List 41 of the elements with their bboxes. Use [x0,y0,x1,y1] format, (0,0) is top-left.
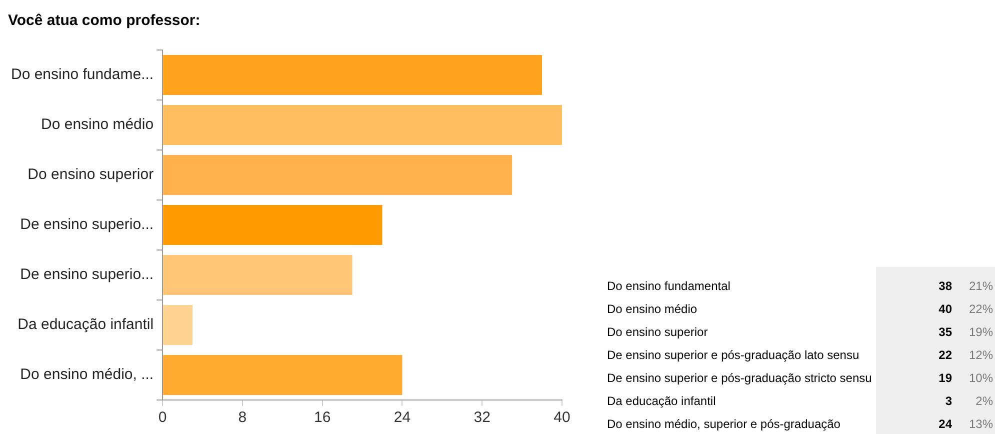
bar [163,255,352,295]
y-tick-label: Do ensino fundame... [10,66,154,84]
bar [163,105,562,145]
text: Do ensino superior [607,325,708,339]
y-tick-label: Da educação infantil [18,316,154,334]
text: 10% [968,371,993,385]
text: Da educação infantil [607,394,716,408]
text: 2% [976,394,993,408]
text: De ensino superior e pós-graduação lato sensu [607,348,860,362]
text: Do ensino médio [607,302,698,316]
text: 22 [938,348,952,362]
y-tick-label: De ensino superio... [20,216,154,234]
chart-title: Você atua como professor: [8,12,200,29]
text: Do ensino médio, superior e pós-graduação [607,417,840,431]
x-tick-label: 8 [238,409,247,426]
bar [163,55,542,95]
text: 38 [938,279,952,293]
y-tick-label: Do ensino médio, ... [20,366,154,384]
bar [163,305,193,345]
text: 3 [945,394,952,408]
x-tick-label: 24 [394,409,411,426]
text: 35 [938,325,952,339]
y-tick-label: Do ensino superior [28,166,154,184]
text: 19% [968,325,993,339]
x-tick-label: 40 [554,409,570,426]
y-tick-label: Do ensino médio [41,116,154,134]
x-tick-label: 16 [314,409,331,426]
x-tick-label: 32 [474,409,490,426]
y-tick-label: De ensino superio... [20,266,154,284]
bar [163,205,382,245]
text: 22% [968,302,993,316]
text: 12% [968,348,993,362]
text: 19 [938,371,952,385]
x-tick-label: 0 [158,409,167,426]
bar [163,355,402,395]
text: De ensino superior e pós-graduação stricto sensu [607,371,872,385]
text: 21% [968,279,993,293]
text: 40 [938,302,952,316]
text: 13% [968,417,993,431]
text: Do ensino fundamental [607,279,730,293]
bar [163,155,512,195]
